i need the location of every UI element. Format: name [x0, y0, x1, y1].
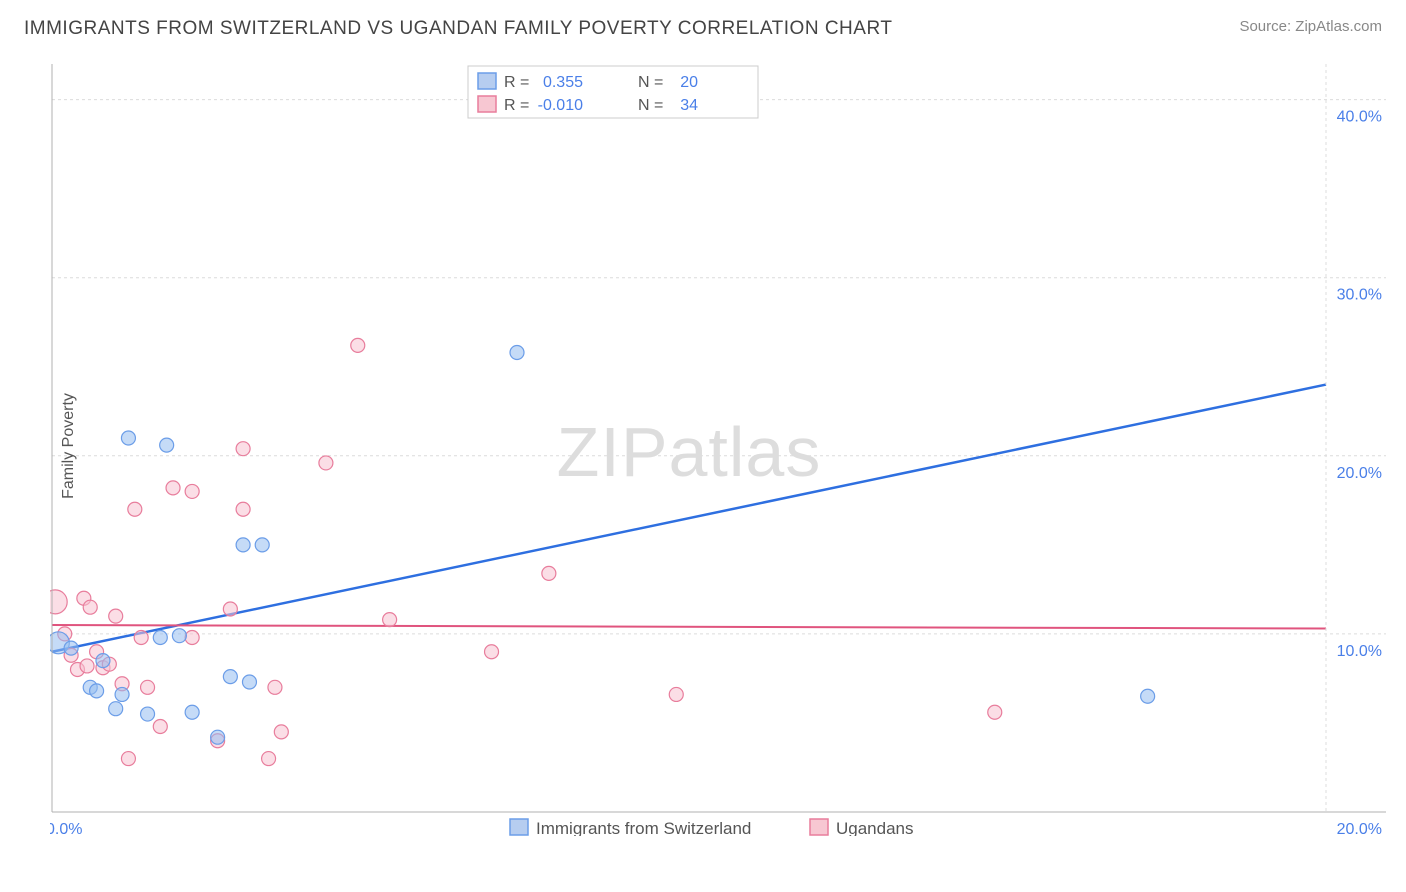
scatter-point-pink — [669, 687, 683, 701]
swatch-blue-icon — [478, 73, 496, 89]
scatter-point-blue — [160, 438, 174, 452]
page-title: IMMIGRANTS FROM SWITZERLAND VS UGANDAN F… — [24, 18, 892, 40]
scatter-point-pink — [134, 630, 148, 644]
scatter-point-blue — [90, 684, 104, 698]
svg-text:N =: N = — [638, 97, 663, 114]
scatter-point-blue — [153, 630, 167, 644]
legend-label-blue: Immigrants from Switzerland — [536, 819, 751, 836]
correlation-chart: 10.0% 20.0% 30.0% 40.0% ZIPatlas 0.0% 20.0% R =… — [50, 56, 1386, 836]
scatter-point-pink — [236, 442, 250, 456]
scatter-point-blue — [223, 670, 237, 684]
scatter-point-blue — [64, 641, 78, 655]
x-tick-label: 0.0% — [50, 821, 82, 836]
scatter-point-blue — [185, 705, 199, 719]
scatter-point-blue — [115, 687, 129, 701]
scatter-point-pink — [223, 602, 237, 616]
y-axis-label: Family Poverty — [60, 393, 78, 499]
scatter-point-pink — [141, 680, 155, 694]
y-tick-label: 10.0% — [1337, 643, 1382, 660]
scatter-point-blue — [211, 730, 225, 744]
scatter-point-pink — [166, 481, 180, 495]
scatter-point-pink — [988, 705, 1002, 719]
x-tick-label: 20.0% — [1337, 821, 1382, 836]
scatter-point-blue — [96, 654, 110, 668]
scatter-point-pink — [80, 659, 94, 673]
scatter-point-pink — [83, 600, 97, 614]
scatter-point-pink — [383, 613, 397, 627]
scatter-point-pink — [351, 338, 365, 352]
y-tick-label: 40.0% — [1337, 109, 1382, 126]
scatter-point-blue — [172, 629, 186, 643]
svg-text:-0.010: -0.010 — [538, 97, 583, 114]
scatter-point-blue — [242, 675, 256, 689]
scatter-point-pink — [50, 590, 67, 614]
scatter-point-blue — [510, 346, 524, 360]
svg-text:20: 20 — [680, 74, 698, 91]
scatter-point-pink — [274, 725, 288, 739]
legend-label-pink: Ugandans — [836, 819, 914, 836]
svg-text:0.355: 0.355 — [543, 74, 583, 91]
trendline-pink — [52, 625, 1326, 629]
scatter-point-pink — [268, 680, 282, 694]
scatter-point-pink — [185, 484, 199, 498]
svg-text:34: 34 — [680, 97, 698, 114]
scatter-point-pink — [485, 645, 499, 659]
scatter-point-pink — [128, 502, 142, 516]
scatter-point-pink — [185, 630, 199, 644]
source-label: Source: ZipAtlas.com — [1239, 18, 1382, 35]
svg-text:N =: N = — [638, 74, 663, 91]
scatter-point-blue — [255, 538, 269, 552]
scatter-point-pink — [542, 566, 556, 580]
scatter-point-blue — [1141, 689, 1155, 703]
scatter-point-pink — [262, 752, 276, 766]
header: IMMIGRANTS FROM SWITZERLAND VS UGANDAN F… — [0, 0, 1406, 48]
svg-text:R =: R = — [504, 97, 529, 114]
scatter-point-pink — [121, 752, 135, 766]
y-tick-label: 30.0% — [1337, 287, 1382, 304]
y-tick-label: 20.0% — [1337, 465, 1382, 482]
chart-container: Family Poverty 10.0% 20.0% 30.0% 40.0% ZIPat… — [50, 56, 1386, 836]
scatter-point-blue — [236, 538, 250, 552]
scatter-point-pink — [236, 502, 250, 516]
scatter-point-blue — [121, 431, 135, 445]
scatter-point-pink — [153, 720, 167, 734]
scatter-point-pink — [319, 456, 333, 470]
scatter-point-blue — [141, 707, 155, 721]
legend-swatch-blue-icon — [510, 819, 528, 835]
svg-text:R =: R = — [504, 74, 529, 91]
legend-swatch-pink-icon — [810, 819, 828, 835]
scatter-point-blue — [109, 702, 123, 716]
scatter-point-pink — [109, 609, 123, 623]
watermark: ZIPatlas — [557, 413, 822, 491]
swatch-pink-icon — [478, 96, 496, 112]
